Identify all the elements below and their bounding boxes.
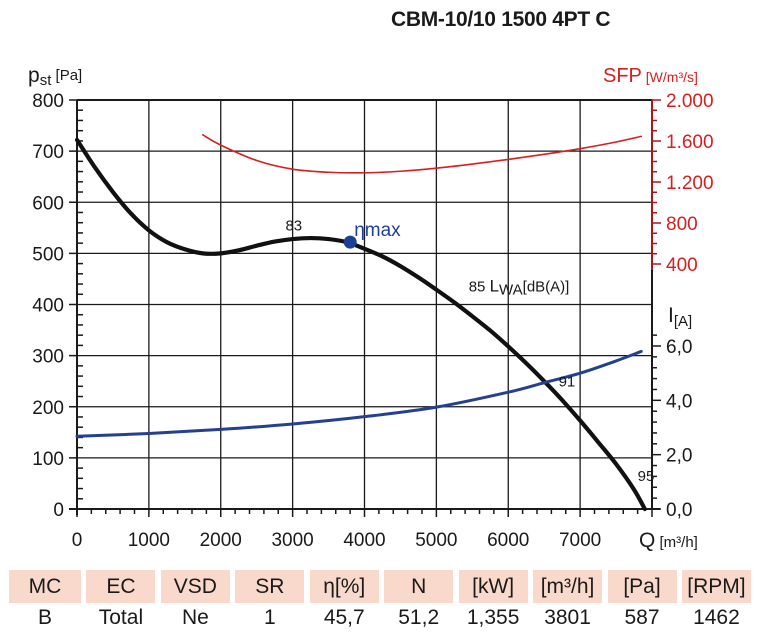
pressure-tick-label: 800: [32, 91, 64, 112]
eta-max-point: [343, 235, 357, 249]
sfp-axis-title: SFP [W/m³/s]: [603, 65, 698, 87]
q-tick-label: 4000: [343, 530, 385, 551]
q-tick-label: 2000: [200, 530, 242, 551]
pressure-tick-label: 100: [32, 449, 64, 470]
eta-max-label: ηmax: [354, 220, 401, 241]
performance-table: MC EC VSD SR η[%] N [kW] [m³/h] [Pa] [RP…: [9, 570, 751, 633]
table-value-sr: 1: [263, 606, 276, 629]
table-header-rpm: [RPM]: [681, 570, 751, 603]
current-tick-label: 6,0: [666, 337, 692, 358]
table-value-power: 1,355: [466, 606, 520, 629]
table-value-mc: B: [37, 606, 52, 629]
table-value-airflow: 3801: [544, 606, 591, 629]
current-curve: [75, 349, 643, 438]
pressure-tick-label: 700: [32, 142, 64, 163]
q-tick-label: 7000: [559, 530, 601, 551]
sound-level-label: 95: [638, 468, 655, 485]
table-header-n: N: [384, 570, 454, 603]
fan-performance-chart: 0 100 200 300 400 500 600 700 800 0 1000 2000 3000 40…: [28, 64, 714, 552]
current-tick-label: 4,0: [666, 391, 692, 412]
q-tick-label: 1000: [128, 530, 170, 551]
table-header-power: [kW]: [458, 570, 528, 603]
table-value-n: 51,2: [398, 606, 440, 629]
current-axis-title: I[A]: [668, 304, 692, 330]
table-value-rpm: 1462: [693, 606, 740, 629]
q-axis-title: Q [m³/h]: [639, 529, 698, 552]
sfp-tick-label: 2.000: [666, 91, 714, 112]
table-value-pressure: 587: [624, 606, 660, 629]
current-tick-label: 0,0: [666, 500, 692, 521]
sound-level-label: 85 LWA[dB(A)]: [469, 277, 570, 299]
table-header-airflow: [m³/h]: [533, 570, 603, 603]
chart-title: CBM-10/10 1500 4PT C: [391, 8, 611, 31]
pressure-tick-label: 400: [32, 296, 64, 317]
sound-level-label: 91: [559, 373, 576, 390]
pressure-tick-label: 500: [32, 244, 64, 265]
pressure-tick-label: 300: [32, 347, 64, 368]
table-header-ec: EC: [86, 570, 156, 603]
q-tick-label: 3000: [271, 530, 313, 551]
pressure-tick-label: 200: [32, 398, 64, 419]
table-header-mc: MC: [9, 570, 81, 603]
pressure-tick-label: 600: [32, 193, 64, 214]
table-value-ec: Total: [98, 606, 144, 629]
sfp-curve: [201, 134, 643, 174]
sfp-tick-label: 800: [666, 214, 698, 235]
pressure-tick-label: 0: [53, 500, 64, 521]
q-tick-label: 6000: [487, 530, 529, 551]
sound-level-label: 83: [285, 217, 302, 234]
pressure-curve: [74, 137, 647, 512]
q-tick-label: 0: [72, 530, 83, 551]
sfp-tick-label: 1.600: [666, 132, 714, 153]
table-value-row: B Total Ne 1 45,7 51,2 1,355 3801 587 14…: [9, 603, 751, 633]
table-header-pressure: [Pa]: [607, 570, 677, 603]
table-header-sr: SR: [235, 570, 305, 603]
sfp-tick-label: 1.200: [666, 173, 714, 194]
current-tick-label: 2,0: [666, 446, 692, 467]
pressure-axis-title: pst [Pa]: [28, 64, 82, 89]
table-header-vsd: VSD: [160, 570, 230, 603]
sfp-tick-label: 400: [666, 255, 698, 276]
q-tick-label: 5000: [415, 530, 457, 551]
table-value-vsd: Ne: [181, 606, 209, 629]
table-header-efficiency: η[%]: [309, 570, 379, 603]
table-header-row: MC EC VSD SR η[%] N [kW] [m³/h] [Pa] [RP…: [9, 570, 751, 603]
table-value-efficiency: 45,7: [323, 606, 365, 629]
